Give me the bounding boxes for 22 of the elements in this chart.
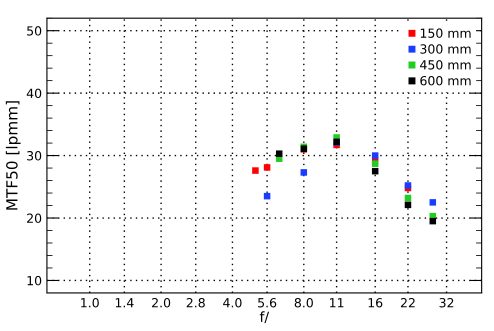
- x-tick-label: 8.0: [294, 298, 313, 308]
- legend-label: 300 mm: [420, 44, 471, 54]
- x-tick-label: 1.4: [116, 298, 134, 308]
- x-axis-title: f/: [260, 311, 270, 324]
- x-tick-label: 2.0: [152, 298, 170, 308]
- y-tick-label: 20: [27, 213, 42, 223]
- x-tick-label: 32: [440, 298, 454, 308]
- y-tick-label: 30: [27, 151, 42, 160]
- legend-label: 600 mm: [420, 76, 471, 86]
- y-tick-label: 10: [28, 276, 42, 286]
- x-tick-label: 11: [330, 298, 344, 308]
- x-tick-label: 2.8: [186, 298, 205, 308]
- legend-label: 150 mm: [420, 28, 471, 38]
- x-tick-label: 5.6: [258, 298, 276, 308]
- y-tick-label: 40: [26, 88, 42, 98]
- x-tick-label: 22: [400, 298, 415, 308]
- x-tick-label: 1.0: [81, 298, 99, 308]
- y-tick-label: 50: [27, 26, 42, 36]
- x-tick-label: 4.0: [223, 298, 242, 308]
- y-axis-title: MTF50 [lpmm]: [6, 101, 21, 210]
- legend-label: 450 mm: [420, 60, 471, 70]
- x-tick-label: 16: [368, 298, 382, 308]
